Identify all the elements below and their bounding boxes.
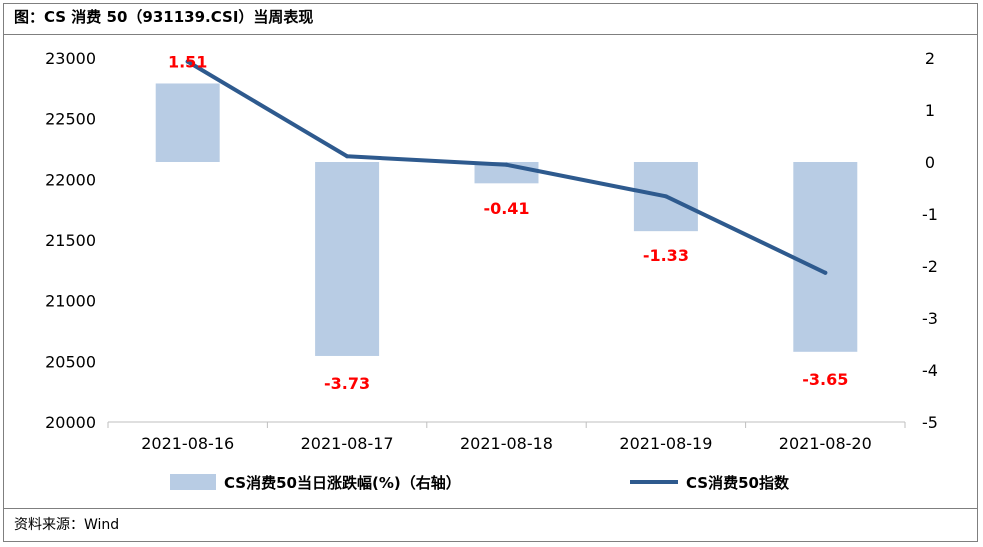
line-series	[185, 59, 828, 275]
source-divider	[3, 508, 978, 509]
left-axis-tick-label: 20000	[45, 413, 96, 432]
chart-frame	[3, 3, 978, 542]
data-label: -1.33	[643, 246, 689, 265]
left-axis-tick-label: 21000	[45, 292, 96, 311]
data-label: 1.51	[168, 52, 207, 71]
right-axis-tick-label: -4	[922, 361, 938, 380]
line-point	[185, 59, 190, 64]
line-point	[663, 194, 668, 199]
right-axis-tick-label: -2	[922, 257, 938, 276]
x-axis-tick-label: 2021-08-16	[141, 434, 234, 453]
line-point	[345, 154, 350, 159]
axes-layer	[107, 421, 906, 428]
left-axis-tick-label: 20500	[45, 352, 96, 371]
right-axis-tick-label: 1	[925, 101, 935, 120]
line-point	[504, 162, 509, 167]
bar-series	[155, 83, 858, 356]
left-axis-tick-label: 23000	[45, 49, 96, 68]
right-axis-tick-label: -3	[922, 309, 938, 328]
chart-title: 图：CS 消费 50（931139.CSI）当周表现	[14, 8, 314, 26]
line-point	[823, 270, 828, 275]
title-divider	[3, 34, 978, 35]
left-axis-tick-label: 22500	[45, 110, 96, 129]
data-label: -3.65	[802, 370, 848, 389]
legend-bar-label: CS消费50当日涨跌幅(%)（右轴）	[224, 474, 461, 492]
source-note: 资料来源：Wind	[14, 517, 120, 533]
right-axis-tick-label: 2	[925, 49, 935, 68]
right-axis-tick-label: -1	[922, 205, 938, 224]
data-label: -3.73	[324, 374, 370, 393]
x-axis-tick-label: 2021-08-19	[619, 434, 712, 453]
legend: CS消费50当日涨跌幅(%)（右轴） CS消费50指数	[170, 474, 790, 492]
bar	[155, 83, 220, 162]
x-axis-tick-label: 2021-08-17	[301, 434, 394, 453]
x-axis-tick-label: 2021-08-20	[779, 434, 872, 453]
left-axis-tick-label: 21500	[45, 231, 96, 250]
bar	[793, 162, 858, 352]
legend-line-label: CS消费50指数	[686, 474, 790, 492]
left-axis-tick-label: 22000	[45, 170, 96, 189]
data-label: -0.41	[483, 199, 529, 218]
tick-labels: 20000 20500 21000 21500 22000 22500 23000 -5 -4 -…	[45, 49, 938, 453]
data-labels: 1.51 -3.73 -0.41 -1.33 -3.65	[168, 52, 848, 392]
legend-bar-swatch	[170, 474, 216, 490]
right-axis-tick-label: -5	[922, 413, 938, 432]
x-axis-tick-label: 2021-08-18	[460, 434, 553, 453]
right-axis-tick-label: 0	[925, 153, 935, 172]
bar	[315, 162, 380, 356]
